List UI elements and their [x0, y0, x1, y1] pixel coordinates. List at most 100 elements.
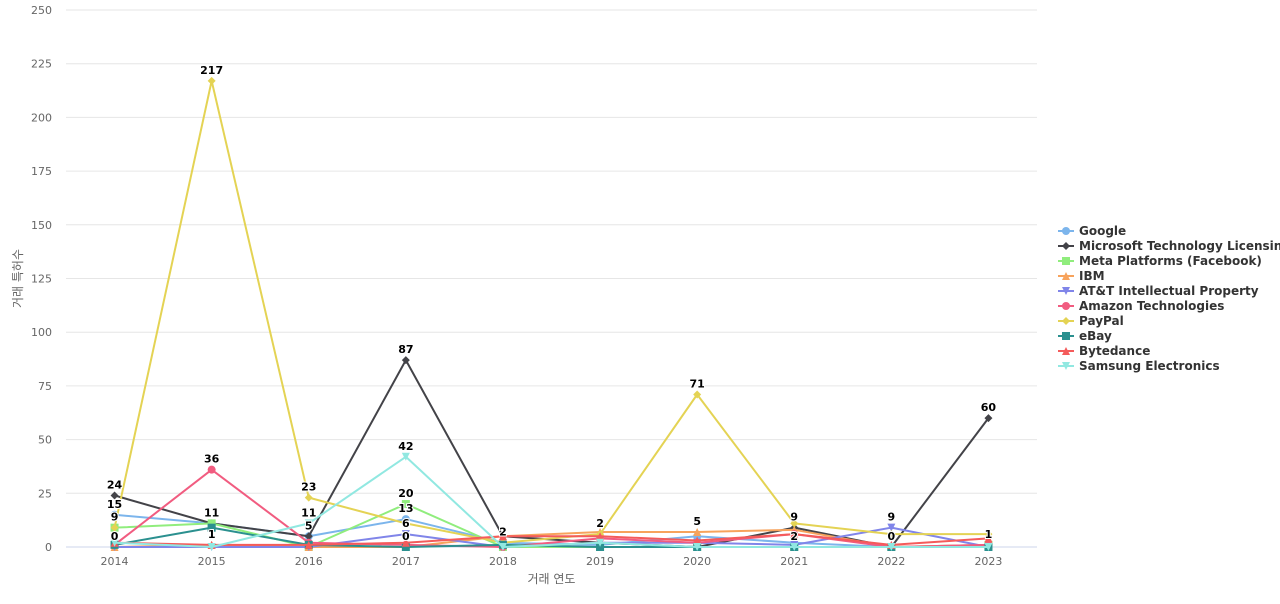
data-point-meta-platforms-facebook[interactable] [401, 500, 410, 509]
data-label-ibm: 1 [208, 528, 216, 541]
x-axis-title: 거래 연도 [528, 572, 576, 586]
legend-marker-icon [1062, 257, 1070, 265]
data-point-paypal[interactable] [790, 519, 799, 528]
series-line-amazon-technologies[interactable] [113, 468, 989, 548]
data-point-amazon-technologies[interactable] [207, 465, 216, 474]
data-point-samsung-electronics[interactable] [790, 543, 799, 551]
data-point-samsung-electronics[interactable] [110, 538, 119, 547]
data-label-microsoft-technology-licensing: 87 [398, 343, 413, 356]
grid-lines [66, 9, 1037, 548]
series-lines [110, 76, 993, 551]
data-label-microsoft-technology-licensing: 24 [107, 478, 123, 491]
series-line-bytedance[interactable] [114, 533, 989, 546]
data-label-at-t-intellectual-property: 6 [402, 517, 410, 530]
data-point-samsung-electronics[interactable] [693, 543, 702, 551]
data-point-bytedance[interactable] [984, 534, 993, 543]
data-label-microsoft-technology-licensing: 0 [888, 530, 896, 543]
series-microsoft-technology-licensing [110, 356, 993, 551]
legend-item-paypal[interactable]: PayPal [1058, 314, 1124, 328]
y-axis-title: 거래 특허수 [11, 249, 25, 308]
series-line-samsung-electronics[interactable] [114, 455, 989, 548]
y-tick-label: 175 [31, 165, 52, 178]
legend-label: IBM [1079, 269, 1105, 283]
y-tick-label: 225 [31, 58, 52, 71]
legend-label: AT&T Intellectual Property [1079, 284, 1259, 298]
legend-item-microsoft-technology-licensing[interactable]: Microsoft Technology Licensing [1058, 239, 1280, 253]
legend-item-google[interactable]: Google [1058, 224, 1126, 238]
data-label-microsoft-technology-licensing: 5 [305, 519, 313, 532]
data-point-paypal[interactable] [887, 530, 896, 539]
data-point-at-t-intellectual-property[interactable] [401, 530, 410, 539]
data-point-samsung-electronics[interactable] [401, 452, 410, 461]
data-point-bytedance[interactable] [693, 536, 702, 545]
data-point-meta-platforms-facebook[interactable] [207, 519, 216, 528]
data-point-google[interactable] [401, 515, 410, 524]
x-tick-label: 2020 [683, 555, 711, 568]
y-tick-label: 25 [38, 487, 52, 500]
data-point-microsoft-technology-licensing[interactable] [110, 491, 119, 500]
data-point-samsung-electronics[interactable] [304, 519, 313, 528]
series-samsung-electronics [110, 452, 993, 551]
data-point-microsoft-technology-licensing[interactable] [984, 414, 993, 423]
data-point-ibm[interactable] [693, 527, 702, 536]
legend-label: Meta Platforms (Facebook) [1079, 254, 1262, 268]
x-tick-label: 2021 [780, 555, 808, 568]
data-point-samsung-electronics[interactable] [984, 543, 993, 551]
data-point-paypal[interactable] [984, 530, 993, 539]
data-point-microsoft-technology-licensing[interactable] [401, 356, 410, 365]
data-point-samsung-electronics[interactable] [207, 543, 216, 551]
legend-item-at-t-intellectual-property[interactable]: AT&T Intellectual Property [1058, 284, 1259, 298]
data-point-ebay[interactable] [207, 523, 216, 532]
data-point-samsung-electronics[interactable] [498, 543, 507, 551]
y-tick-label: 200 [31, 111, 52, 124]
data-label-paypal: 2 [499, 526, 507, 539]
data-point-samsung-electronics[interactable] [887, 543, 896, 551]
data-point-ebay[interactable] [401, 543, 410, 551]
x-tick-label: 2023 [974, 555, 1002, 568]
data-point-samsung-electronics[interactable] [596, 538, 605, 547]
x-tick-label: 2015 [198, 555, 226, 568]
data-point-bytedance[interactable] [304, 540, 313, 549]
x-tick-label: 2017 [392, 555, 420, 568]
data-label-ebay: 0 [402, 530, 410, 543]
legend-item-bytedance[interactable]: Bytedance [1058, 344, 1150, 358]
data-label-ebay: 2 [790, 530, 798, 543]
legend-label: Amazon Technologies [1079, 299, 1224, 313]
data-label-at-t-intellectual-property: 9 [888, 511, 896, 524]
legend-item-ibm[interactable]: IBM [1058, 269, 1105, 283]
data-point-bytedance[interactable] [498, 532, 507, 541]
data-point-bytedance[interactable] [596, 532, 605, 541]
legend-item-amazon-technologies[interactable]: Amazon Technologies [1058, 299, 1224, 313]
legend-label: eBay [1079, 329, 1112, 343]
data-point-paypal[interactable] [110, 523, 119, 532]
legend-item-samsung-electronics[interactable]: Samsung Electronics [1058, 359, 1220, 373]
data-label-amazon-technologies: 36 [204, 453, 220, 466]
series-line-microsoft-technology-licensing[interactable] [114, 359, 990, 548]
data-point-paypal[interactable] [401, 519, 410, 528]
legend-item-ebay[interactable]: eBay [1058, 329, 1112, 343]
series-line-paypal[interactable] [113, 79, 989, 544]
data-point-bytedance[interactable] [790, 530, 799, 539]
y-tick-label: 0 [45, 541, 52, 554]
data-point-at-t-intellectual-property[interactable] [887, 523, 896, 532]
data-point-paypal[interactable] [304, 493, 313, 502]
y-tick-label: 250 [31, 4, 52, 17]
data-point-microsoft-technology-licensing[interactable] [304, 532, 313, 541]
legend-marker-icon [1062, 302, 1070, 310]
data-label-paypal: 71 [689, 377, 704, 390]
data-point-bytedance[interactable] [401, 538, 410, 547]
y-tick-label: 125 [31, 273, 52, 286]
data-point-paypal[interactable] [693, 390, 702, 399]
data-point-ebay[interactable] [596, 543, 605, 551]
legend-item-meta-platforms-facebook[interactable]: Meta Platforms (Facebook) [1058, 254, 1262, 268]
series-line-ibm[interactable] [114, 528, 989, 548]
legend-label: Microsoft Technology Licensing [1079, 239, 1280, 253]
legend-marker-icon [1062, 272, 1070, 280]
y-tick-label: 75 [38, 380, 52, 393]
data-point-paypal[interactable] [207, 76, 216, 85]
legend-marker-icon [1062, 227, 1070, 235]
